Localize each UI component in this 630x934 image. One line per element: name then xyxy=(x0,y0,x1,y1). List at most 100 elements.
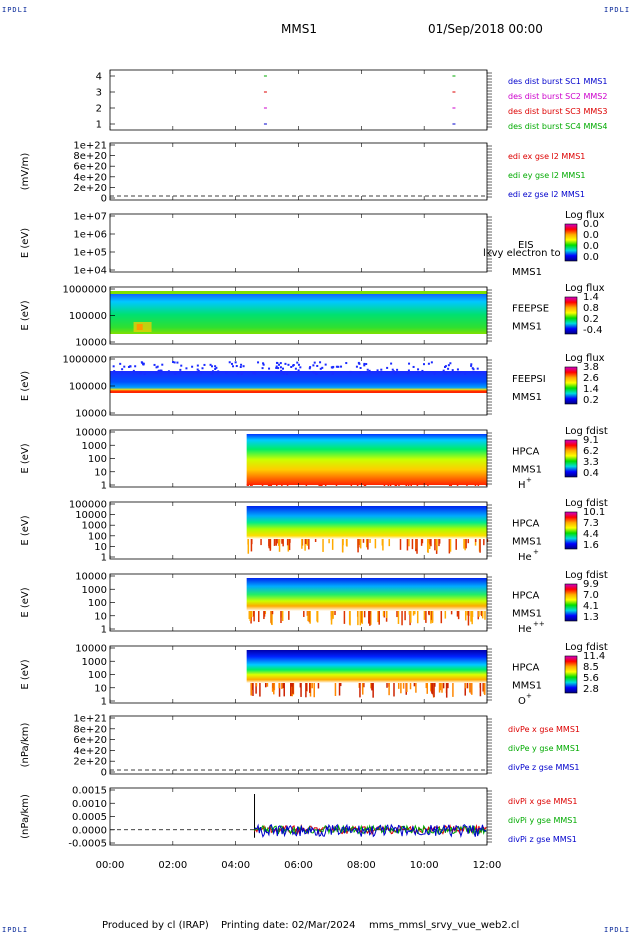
feepsi-sparse-pixel xyxy=(313,361,316,364)
colorbar-tick-label: 6.2 xyxy=(583,446,599,457)
hpca-sparse-pixel xyxy=(377,611,379,623)
hpca-sparse-pixel xyxy=(456,611,459,617)
hpca-sparse-pixel xyxy=(455,539,457,550)
hpca-sparse-pixel xyxy=(267,484,270,486)
feepsi-sparse-pixel xyxy=(209,363,212,366)
y-axis-label: E (eV) xyxy=(20,443,31,473)
instrument-label: FEEPSI xyxy=(512,374,546,385)
feepsi-sparse-pixel xyxy=(211,365,214,368)
hpca-sparse-pixel xyxy=(378,611,380,625)
feepsi-sparse-pixel xyxy=(444,365,447,368)
feepsi-sparse-pixel xyxy=(315,372,318,375)
hpca-sparse-pixel xyxy=(406,539,409,551)
feepsi-sparse-pixel xyxy=(447,364,450,367)
feepsi-sparse-pixel xyxy=(174,372,177,375)
hpca-sparse-pixel xyxy=(449,539,452,552)
hpca-sparse-pixel xyxy=(430,611,433,620)
hpca-sparse-pixel xyxy=(342,539,344,546)
hpca-sparse-pixel xyxy=(304,539,306,551)
feepsi-sparse-pixel xyxy=(422,363,425,366)
hpca-sparse-pixel xyxy=(309,611,311,624)
hpca-sparse-pixel xyxy=(369,539,371,543)
feepsi-sparse-pixel xyxy=(275,371,278,374)
y-axis-label: E (eV) xyxy=(20,300,31,330)
x-tick-label: 08:00 xyxy=(347,860,376,871)
hpca-sparse-pixel xyxy=(388,683,390,696)
legend-entry: edi ey gse l2 MMS1 xyxy=(508,171,586,180)
feepsi-sparse-pixel xyxy=(444,372,447,375)
hpca-sparse-pixel xyxy=(301,539,303,549)
colorbar-tick-label: 3.3 xyxy=(583,457,599,468)
hpca-sparse-pixel xyxy=(278,683,280,689)
colorbar-tick-label: 0.8 xyxy=(583,303,599,314)
feepsi-sparse-pixel xyxy=(394,372,397,375)
feepsi-sparse-pixel xyxy=(297,369,300,372)
species-label: He xyxy=(518,552,532,563)
feepsi-sparse-pixel xyxy=(280,369,283,372)
feepsi-sparse-pixel xyxy=(210,372,213,375)
y-tick-label: 2e+20 xyxy=(73,757,107,768)
hpca-sparse-pixel xyxy=(372,683,374,698)
y-axis-label: (mV/m) xyxy=(20,153,31,191)
feepsi-sparse-pixel xyxy=(268,367,271,370)
hpca-spectrogram xyxy=(246,650,487,683)
feepsi-sparse-pixel xyxy=(433,372,436,375)
feepsi-spectrogram xyxy=(110,371,487,393)
feepsi-sparse-pixel xyxy=(278,363,281,366)
feepsi-sparse-pixel xyxy=(376,369,379,372)
hpca-sparse-pixel xyxy=(291,683,293,687)
y-tick-label: 100000 xyxy=(69,500,107,511)
hpca-sparse-pixel xyxy=(410,611,412,623)
feepse-spectrogram xyxy=(110,291,487,334)
hpca-sparse-pixel xyxy=(464,539,466,551)
y-tick-label: 1 xyxy=(101,697,107,708)
panel-frame xyxy=(109,715,488,775)
hpca-sparse-pixel xyxy=(382,611,385,617)
feepsi-sparse-pixel xyxy=(179,368,182,371)
feepsi-sparse-pixel xyxy=(155,366,158,369)
feepsi-sparse-pixel xyxy=(294,367,297,370)
feepsi-sparse-pixel xyxy=(127,365,130,368)
hpca-sparse-pixel xyxy=(463,539,465,549)
y-tick-label: 1e+05 xyxy=(73,248,107,259)
colorbar-tick-label: 11.4 xyxy=(583,651,605,662)
y-axis-label: E (eV) xyxy=(20,587,31,617)
colorbar-title: Log flux xyxy=(565,210,605,221)
feepsi-sparse-pixel xyxy=(155,371,158,374)
y-tick-label: 1 xyxy=(101,625,107,636)
legend-entry: des dist burst SC2 MMS2 xyxy=(508,92,607,101)
legend-entry: divPe z gse MMS1 xyxy=(508,763,579,772)
hpca-sparse-pixel xyxy=(264,611,267,615)
hpca-sparse-pixel xyxy=(479,683,482,697)
feepsi-sparse-pixel xyxy=(331,366,334,369)
spacecraft-label: MMS1 xyxy=(512,609,542,620)
y-tick-label: 1000 xyxy=(82,441,107,452)
feepsi-sparse-pixel xyxy=(121,368,124,371)
y-tick-label: 2 xyxy=(96,104,102,115)
hpca-sparse-pixel xyxy=(441,683,443,693)
spacecraft-label: MMS1 xyxy=(512,465,542,476)
feepsi-sparse-pixel xyxy=(282,371,285,374)
y-tick-label: 10000 xyxy=(75,409,107,420)
hpca-sparse-pixel xyxy=(317,683,320,689)
panel-frame xyxy=(109,787,488,846)
hpca-sparse-pixel xyxy=(388,539,391,547)
spacecraft-title: MMS1 xyxy=(281,22,317,36)
hpca-sparse-pixel xyxy=(359,611,362,626)
colorbar-tick-label: 4.4 xyxy=(583,529,599,540)
spacecraft-label: MMS1 xyxy=(512,267,542,278)
legend-entry: divPe x gse MMS1 xyxy=(508,725,580,734)
hpca-sparse-pixel xyxy=(324,484,327,486)
hpca-sparse-pixel xyxy=(429,539,431,545)
hpca-sparse-pixel xyxy=(309,683,312,697)
hpca-sparse-pixel xyxy=(471,611,474,617)
feepsi-sparse-pixel xyxy=(157,369,160,372)
hpca-sparse-pixel xyxy=(350,484,353,486)
colorbar-tick-label: 0.0 xyxy=(583,252,599,263)
y-tick-label: 100 xyxy=(88,598,107,609)
y-tick-label: 6e+20 xyxy=(73,735,107,746)
feepsi-sparse-pixel xyxy=(459,371,462,374)
feepsi-sparse-pixel xyxy=(308,367,311,370)
hpca-sparse-pixel xyxy=(394,484,397,486)
colorbar-tick-label: 10.1 xyxy=(583,507,605,518)
